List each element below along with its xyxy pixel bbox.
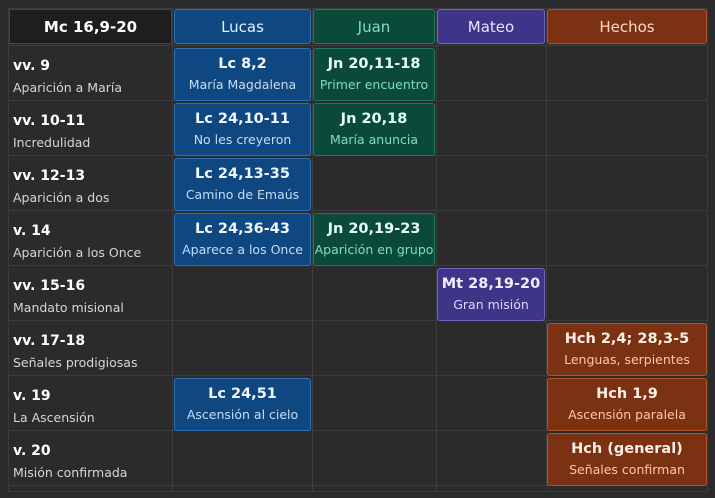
cell-acts: Hch 1,9 Ascensión paralela [547,378,707,431]
cell-reference: Lc 24,10-11 [195,111,290,127]
grid-line-horizontal [8,45,708,46]
row-verse: vv. 12-13 [13,168,86,184]
cell-luke: Lc 24,51 Ascensión al cielo [174,378,311,431]
row-label: vv. 17-18 Señales prodigiosas [13,332,171,372]
row-description: Incredulidad [13,135,91,150]
cell-luke: Lc 8,2 María Magdalena [174,48,311,101]
grid-line-vertical [436,8,437,492]
row-verse: v. 19 [13,388,51,404]
grid-line-vertical [172,8,173,492]
cell-john: Jn 20,11-18 Primer encuentro [313,48,435,101]
grid-line-horizontal [8,375,708,376]
cell-matt: Mt 28,19-20 Gran misión [437,268,545,321]
column-header-matt: Mateo [437,9,545,44]
row-verse: v. 20 [13,443,51,459]
row-verse: vv. 10-11 [13,113,86,129]
cell-luke: Lc 24,10-11 No les creyeron [174,103,311,156]
cell-subtitle: Señales confirman [569,462,685,477]
row-label: vv. 15-16 Mandato misional [13,277,171,317]
cell-reference: Jn 20,19-23 [327,221,421,237]
grid-line-horizontal [8,320,708,321]
row-description: Aparición a dos [13,190,110,205]
cell-subtitle: Gran misión [453,297,529,312]
cell-john: Jn 20,18 María anuncia [313,103,435,156]
cell-john: Jn 20,19-23 Aparición en grupo [313,213,435,266]
column-header-john: Juan [313,9,435,44]
row-description: Misión confirmada [13,465,128,480]
cell-acts: Hch 2,4; 28,3-5 Lenguas, serpientes [547,323,707,376]
row-label: v. 14 Aparición a los Once [13,222,171,262]
grid-line-horizontal [8,210,708,211]
cell-reference: Lc 8,2 [218,56,267,72]
cell-subtitle: María Magdalena [188,77,297,92]
row-description: Aparición a María [13,80,122,95]
corner-header: Mc 16,9-20 [9,9,172,44]
row-label: v. 20 Misión confirmada [13,442,171,482]
row-label: v. 19 La Ascensión [13,387,171,427]
row-verse: vv. 15-16 [13,278,86,294]
cell-subtitle: Aparece a los Once [182,242,303,257]
cell-reference: Hch 1,9 [596,386,658,402]
cell-luke: Lc 24,13-35 Camino de Emaús [174,158,311,211]
row-verse: v. 14 [13,223,51,239]
cell-reference: Mt 28,19-20 [441,276,541,292]
cell-subtitle: María anuncia [329,132,419,147]
row-verse: vv. 9 [13,58,51,74]
cell-reference: Jn 20,18 [340,111,408,127]
row-description: Señales prodigiosas [13,355,138,370]
cell-subtitle: Aparición en grupo [314,242,434,257]
cell-reference: Lc 24,13-35 [195,166,290,182]
cell-subtitle: Ascensión paralela [568,407,686,422]
cell-subtitle: Ascensión al cielo [186,407,299,422]
cell-subtitle: Camino de Emaús [185,187,300,202]
grid-line-vertical [312,8,313,492]
row-description: Mandato misional [13,300,124,315]
cell-subtitle: No les creyeron [193,132,292,147]
grid-line-horizontal [8,485,708,486]
row-label: vv. 12-13 Aparición a dos [13,167,171,207]
table-border [8,8,708,492]
row-description: La Ascensión [13,410,95,425]
grid-line-vertical [546,8,547,492]
row-verse: vv. 17-18 [13,333,86,349]
cell-reference: Hch 2,4; 28,3-5 [564,331,690,347]
cell-reference: Lc 24,36-43 [195,221,290,237]
column-header-luke: Lucas [174,9,311,44]
cell-reference: Jn 20,11-18 [327,56,421,72]
cell-acts: Hch (general) Señales confirman [547,433,707,486]
cell-subtitle: Primer encuentro [319,77,429,92]
row-description: Aparición a los Once [13,245,142,260]
cell-reference: Lc 24,51 [208,386,277,402]
row-label: vv. 10-11 Incredulidad [13,112,171,152]
cell-luke: Lc 24,36-43 Aparece a los Once [174,213,311,266]
cell-subtitle: Lenguas, serpientes [564,352,690,367]
cell-reference: Hch (general) [571,441,683,457]
row-label: vv. 9 Aparición a María [13,57,171,97]
column-header-acts: Hechos [547,9,707,44]
grid-line-horizontal [8,430,708,431]
